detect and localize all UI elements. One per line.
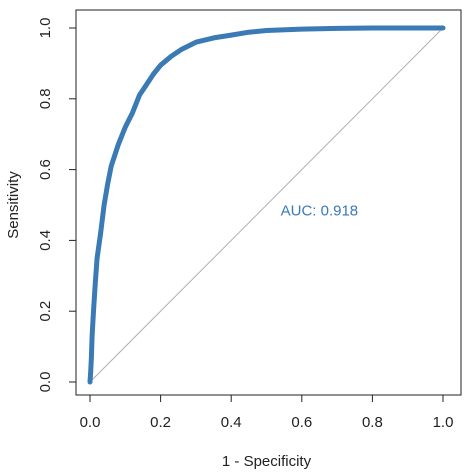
x-tick-label: 0.6 [291,414,312,431]
y-tick-label: 0.6 [37,159,54,180]
y-axis: 0.0 0.2 0.4 0.6 0.8 1.0 [37,18,77,393]
roc-curve-line [87,25,446,385]
y-tick-label: 0.4 [37,230,54,251]
y-tick-label: 0.2 [37,301,54,322]
x-tick-label: 0.8 [362,414,383,431]
y-axis-label: Sensitivity [5,171,22,239]
x-axis-label: 1 - Specificity [222,453,312,470]
y-tick-label: 0.0 [37,372,54,393]
y-tick-label: 0.8 [37,88,54,109]
x-tick-label: 0.2 [150,414,171,431]
reference-diagonal-line [89,27,444,383]
x-tick-label: 1.0 [433,414,454,431]
y-tick-label: 1.0 [37,18,54,39]
x-tick-label: 0.0 [80,414,101,431]
auc-annotation: AUC: 0.918 [281,203,359,220]
x-tick-label: 0.4 [221,414,242,431]
x-axis: 0.0 0.2 0.4 0.6 0.8 1.0 [80,394,454,431]
